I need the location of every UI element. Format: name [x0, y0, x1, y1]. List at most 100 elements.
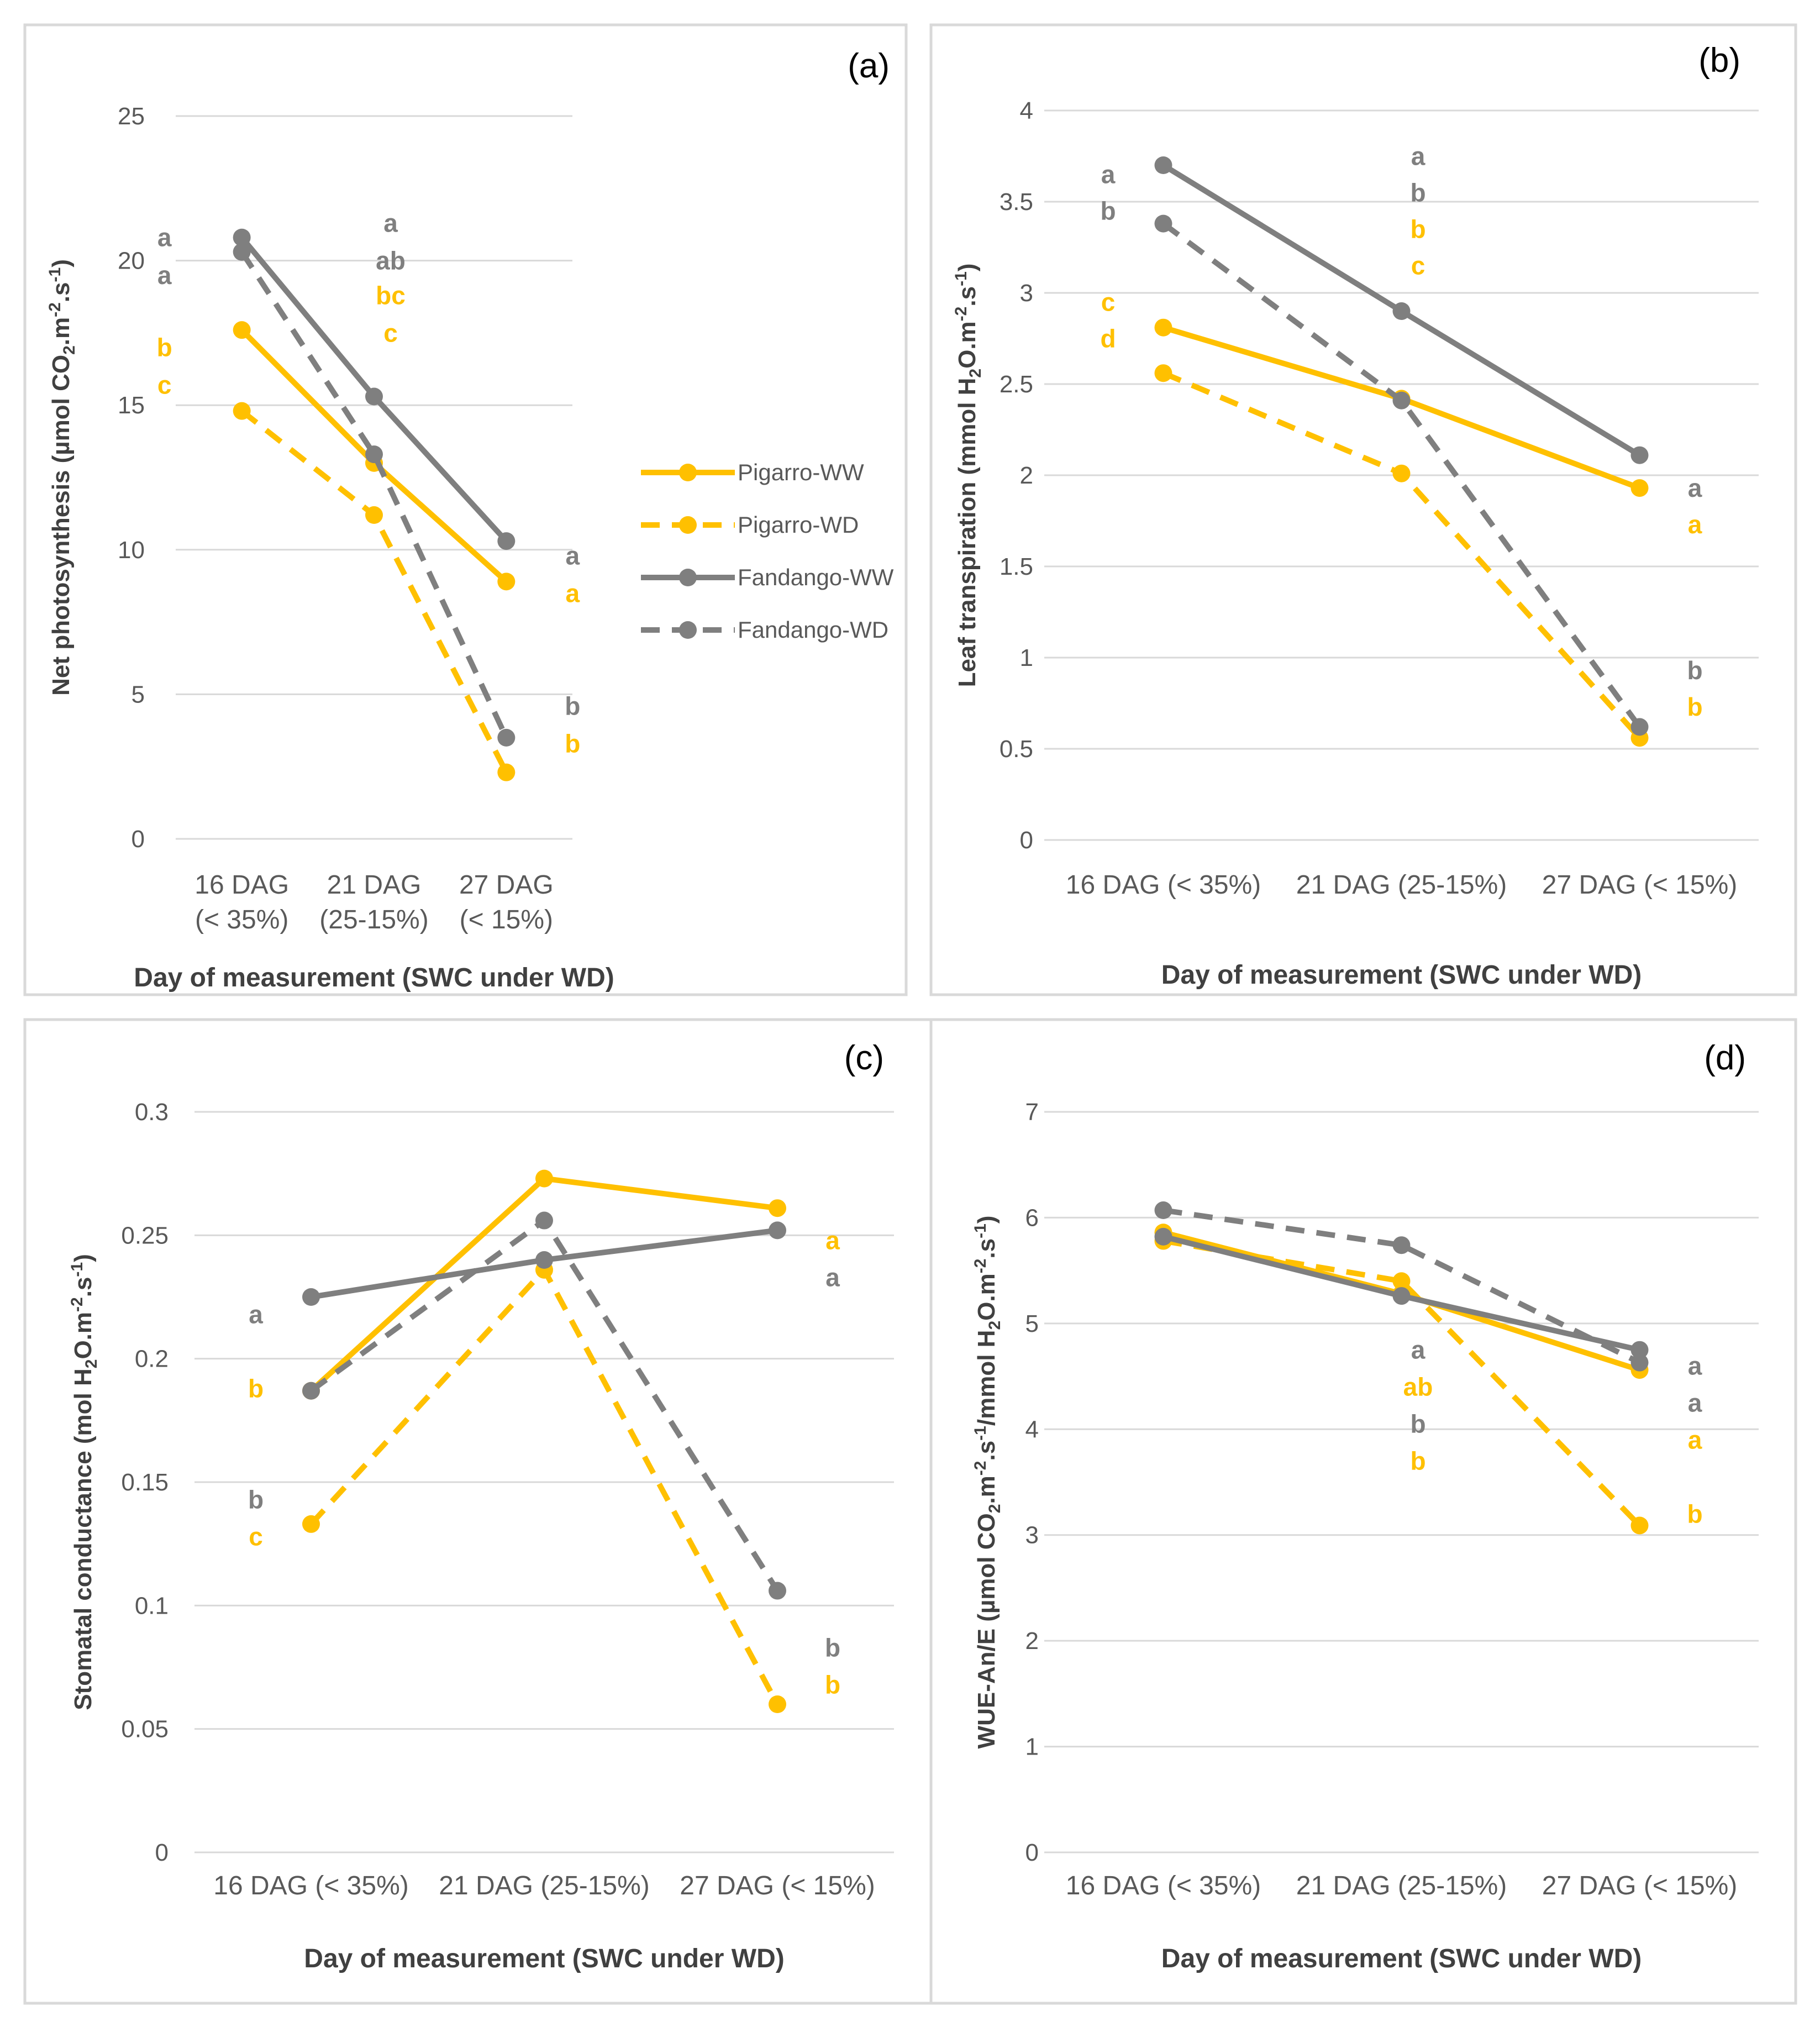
x-tick-label: (25-15%) [319, 905, 428, 934]
x-axis-title: Day of measurement (SWC under WD) [134, 963, 614, 993]
x-tick-label: (< 35%) [195, 905, 288, 934]
significance-letter: a [383, 209, 398, 238]
y-axis-title: Leaf transpiration (mmol H2O.m-2.s-1) [952, 264, 985, 687]
y-tick-label: 15 [118, 392, 145, 419]
data-point-pigarro-wd [1154, 364, 1172, 382]
y-tick-label: 4 [1020, 97, 1033, 124]
y-tick-label: 5 [131, 681, 145, 708]
data-point-fandango-wd [769, 1582, 786, 1600]
significance-letter: a [249, 1300, 263, 1328]
y-axis-title-part: WUE-An/E (µmol CO [973, 1513, 1000, 1748]
chart-panel-d: 0 1 2 3 4 5 6 7 16 DAG (< 35%) 21 DAG (25-15%) 27 … [929, 1018, 1797, 2005]
y-tick-label: 1 [1020, 644, 1033, 671]
panel-label: (b) [1698, 41, 1740, 80]
x-tick-label: 16 DAG (< 35%) [213, 1871, 408, 1900]
y-tick-label: 6 [1025, 1204, 1039, 1231]
significance-letter: a [1411, 142, 1426, 171]
data-point-fandango-ww [497, 532, 516, 550]
data-point-pigarro-wd [365, 506, 383, 524]
data-point-fandango-wd [497, 728, 516, 747]
data-point-pigarro-ww [1630, 479, 1649, 497]
data-point-pigarro-wd [1392, 1272, 1411, 1290]
x-tick-label: 21 DAG [327, 870, 422, 900]
legend-marker [679, 569, 697, 586]
y-tick-label: 2 [1020, 462, 1033, 489]
x-tick-label: (< 15%) [460, 905, 553, 934]
significance-letter: b [1410, 1410, 1426, 1438]
y-tick-label: 5 [1025, 1310, 1039, 1337]
significance-letter: b [248, 1374, 264, 1403]
data-point-fandango-ww [1630, 1341, 1649, 1359]
data-point-pigarro-ww [769, 1199, 786, 1217]
data-point-fandango-ww [769, 1221, 786, 1240]
significance-letter: a [1688, 1351, 1702, 1380]
y-axis-title: Stomatal conductance (mol H2O.m-2.s-1) [68, 1254, 101, 1710]
significance-letter: a [157, 261, 172, 290]
y-tick-label: 2.5 [1000, 371, 1033, 398]
chart-panel-c: 0 0.05 0.1 0.15 0.2 0.25 0.3 16 DAG (< 35%) 21 D… [23, 1018, 933, 2005]
y-tick-label: 2 [1025, 1627, 1039, 1655]
y-axis-title-part: .m [973, 1475, 1000, 1504]
legend-label: Fandango-WW [738, 564, 894, 590]
data-point-pigarro-wd [233, 402, 251, 420]
data-point-fandango-wd [1154, 1201, 1172, 1220]
significance-letter: a [157, 223, 172, 252]
y-tick-label: 0.3 [135, 1099, 169, 1126]
data-point-pigarro-wd [1392, 464, 1411, 482]
significance-letter: a [566, 541, 580, 570]
y-axis-title-part: 2 [82, 1359, 101, 1369]
x-tick-label: 27 DAG (< 15%) [1542, 870, 1737, 900]
data-point-pigarro-ww [535, 1169, 553, 1188]
data-point-fandango-ww [1154, 1227, 1172, 1246]
panel-label: (a) [848, 47, 890, 85]
y-axis-title-part: -2 [68, 1297, 86, 1312]
y-axis-title-part: Stomatal conductance (mol H [70, 1368, 97, 1710]
y-axis-title-part: /mmol H [973, 1330, 1000, 1426]
significance-letter: c [1101, 288, 1116, 317]
data-point-pigarro-wd [1630, 1516, 1649, 1535]
significance-letter: b [1100, 197, 1116, 225]
y-tick-label: 4 [1025, 1416, 1039, 1443]
y-tick-label: 10 [118, 537, 145, 564]
y-axis-title-part: -1 [46, 267, 64, 282]
panel-frame [929, 23, 1797, 996]
y-tick-label: 0.1 [135, 1592, 169, 1619]
data-point-fandango-wd [535, 1211, 553, 1230]
significance-letter: b [157, 333, 172, 362]
x-axis-title: Day of measurement (SWC under WD) [304, 1944, 784, 1973]
y-axis-title-part: -1 [971, 1223, 990, 1238]
x-tick-label: 16 DAG [194, 870, 289, 900]
y-axis-title-part: -1 [68, 1262, 86, 1277]
significance-letter: b [1410, 1447, 1426, 1475]
y-tick-label: 0.2 [135, 1346, 169, 1373]
data-point-fandango-wd [1392, 1236, 1411, 1254]
y-tick-label: 7 [1025, 1099, 1039, 1126]
data-point-fandango-wd [302, 1382, 320, 1400]
y-tick-label: 0.15 [121, 1469, 169, 1496]
significance-letter: d [1100, 324, 1116, 353]
significance-letter: b [248, 1485, 264, 1514]
x-tick-label: 27 DAG (< 15%) [680, 1871, 875, 1900]
data-point-fandango-ww [233, 228, 251, 246]
panel-label: (c) [844, 1039, 884, 1077]
data-point-fandango-wd [1630, 1353, 1649, 1372]
data-point-fandango-ww [302, 1288, 320, 1306]
significance-letter: c [383, 318, 398, 347]
data-point-fandango-wd [233, 243, 251, 261]
data-point-fandango-wd [365, 445, 383, 464]
data-point-pigarro-wd [769, 1695, 786, 1713]
significance-letter: a [1688, 1388, 1702, 1417]
chart-panel-b: 0 0.5 1 1.5 2 2.5 3 3.5 4 16 DAG (< 35%) 21 DAG (2… [929, 23, 1797, 996]
data-point-pigarro-wd [302, 1515, 320, 1533]
panel-frame [929, 1018, 1797, 2005]
y-axis-title-part: ) [70, 1254, 97, 1262]
legend-marker [679, 516, 697, 534]
significance-letter: c [157, 371, 172, 400]
y-axis-title-part: ) [973, 1216, 1000, 1224]
y-tick-label: 20 [118, 248, 145, 275]
legend-label: Pigarro-WW [738, 459, 864, 485]
y-axis-title-part: .s [48, 282, 75, 302]
y-axis-title-part: O.m [954, 321, 981, 369]
